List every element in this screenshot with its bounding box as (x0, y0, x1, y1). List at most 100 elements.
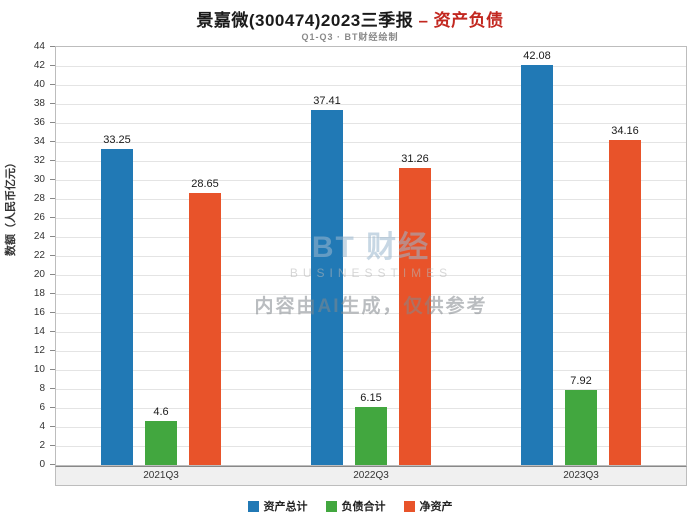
gridline (56, 142, 686, 143)
legend-swatch (403, 500, 415, 512)
bar-value-label: 7.92 (570, 374, 592, 387)
gridline (56, 332, 686, 333)
bar-负债合计-2023Q3 (565, 389, 597, 465)
gridline (56, 294, 686, 295)
y-tick-label: 8 (39, 383, 45, 394)
gridline (56, 123, 686, 124)
gridline (56, 313, 686, 314)
chart-title-separator: – (413, 11, 434, 30)
chart-title: 景嘉微(300474)2023三季报 – 资产负债 (0, 6, 700, 31)
y-tick-mark (50, 426, 55, 427)
plot-area: 33.25 37.41 42.08 4.6 6.15 7.92 28.65 31.26 34.1… (55, 46, 687, 466)
y-tick-label: 44 (33, 41, 45, 52)
y-tick-mark (50, 350, 55, 351)
y-tick-mark (50, 198, 55, 199)
y-tick-label: 36 (33, 117, 45, 128)
y-tick-mark (50, 407, 55, 408)
y-tick-mark (50, 293, 55, 294)
gridline (56, 237, 686, 238)
y-tick-label: 12 (33, 345, 45, 356)
bar-资产总计-2023Q3 (521, 65, 553, 465)
bar-value-label: 34.16 (611, 125, 639, 138)
gridline (56, 199, 686, 200)
legend-item-负债合计: 负债合计 (325, 498, 386, 514)
y-tick-mark (50, 122, 55, 123)
y-tick-mark (50, 464, 55, 465)
y-tick-mark (50, 141, 55, 142)
y-tick-mark (50, 445, 55, 446)
chart-subtitle: Q1-Q3 · BT财经绘制 (301, 32, 399, 42)
gridline (56, 275, 686, 276)
legend-label: 负债合计 (341, 501, 386, 513)
bar-负债合计-2022Q3 (355, 406, 387, 465)
y-axis-ticks: 0 2 4 6 8 10 12 14 16 18 20 22 24 26 28 30 32 34 36 38 40 42 4… (0, 42, 55, 470)
legend-swatch (325, 500, 337, 512)
legend-label: 净资产 (419, 501, 453, 513)
gridline (56, 161, 686, 162)
y-tick-label: 0 (39, 459, 45, 470)
gridline (56, 85, 686, 86)
chart-title-main: 景嘉微(300474)2023三季报 (196, 11, 414, 30)
y-tick-label: 32 (33, 155, 45, 166)
bar-净资产-2022Q3 (399, 168, 431, 465)
bar-资产总计-2022Q3 (311, 109, 343, 465)
bar-资产总计-2021Q3 (101, 149, 133, 465)
bar-负债合计-2021Q3 (145, 421, 177, 465)
y-tick-mark (50, 331, 55, 332)
gridline (56, 351, 686, 352)
y-tick-mark (50, 369, 55, 370)
x-category-label: 2021Q3 (143, 470, 179, 481)
bar-value-label: 42.08 (523, 50, 551, 63)
watermark-brand-logo: BT 财经 (311, 230, 431, 264)
bar-净资产-2023Q3 (609, 140, 641, 465)
y-tick-label: 14 (33, 326, 45, 337)
bar-value-label: 33.25 (103, 134, 131, 147)
bar-value-label: 37.41 (313, 94, 341, 107)
y-tick-label: 30 (33, 174, 45, 185)
gridline (56, 66, 686, 67)
gridline (56, 104, 686, 105)
gridline (56, 218, 686, 219)
y-tick-mark (50, 103, 55, 104)
bar-value-label: 6.15 (360, 391, 382, 404)
y-tick-label: 6 (39, 402, 45, 413)
y-tick-mark (50, 255, 55, 256)
x-category-label: 2022Q3 (353, 470, 389, 481)
y-tick-mark (50, 274, 55, 275)
y-tick-label: 38 (33, 98, 45, 109)
y-tick-label: 24 (33, 231, 45, 242)
y-tick-mark (50, 388, 55, 389)
bar-净资产-2021Q3 (189, 192, 221, 465)
y-tick-mark (50, 236, 55, 237)
y-tick-mark (50, 312, 55, 313)
y-tick-label: 4 (39, 421, 45, 432)
bar-value-label: 31.26 (401, 153, 429, 166)
y-tick-mark (50, 160, 55, 161)
y-tick-label: 10 (33, 364, 45, 375)
gridline (56, 180, 686, 181)
gridline (56, 370, 686, 371)
legend-label: 资产总计 (263, 501, 308, 513)
legend-item-资产总计: 资产总计 (247, 498, 308, 514)
y-tick-mark (50, 46, 55, 47)
gridline (56, 389, 686, 390)
watermark-brand-subtext: BUSINESSTIMES (289, 265, 453, 280)
y-tick-mark (50, 84, 55, 85)
x-axis-category-strip: 2021Q3 2022Q3 2023Q3 (55, 466, 687, 486)
legend-item-净资产: 净资产 (403, 498, 453, 514)
y-tick-label: 2 (39, 440, 45, 451)
y-tick-label: 22 (33, 250, 45, 261)
chart-title-accent: 资产负债 (433, 11, 504, 30)
y-tick-mark (50, 65, 55, 66)
y-tick-label: 26 (33, 212, 45, 223)
y-tick-label: 40 (33, 79, 45, 90)
y-tick-label: 16 (33, 307, 45, 318)
y-tick-label: 42 (33, 60, 45, 71)
y-tick-label: 34 (33, 136, 45, 147)
y-tick-mark (50, 217, 55, 218)
legend-swatch (247, 500, 259, 512)
y-tick-mark (50, 179, 55, 180)
gridline (56, 256, 686, 257)
bar-value-label: 28.65 (191, 177, 219, 190)
